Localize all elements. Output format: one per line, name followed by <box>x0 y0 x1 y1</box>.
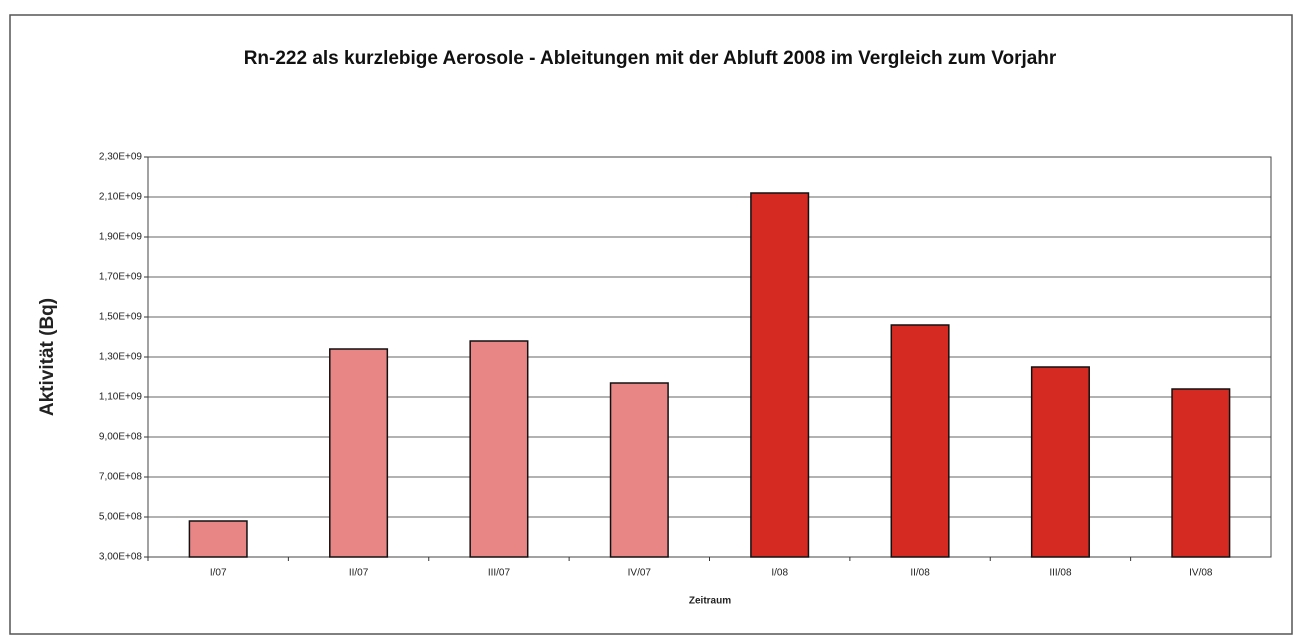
x-tick-label: III/07 <box>488 568 511 579</box>
y-tick-label: 1,10E+09 <box>99 392 143 403</box>
y-tick-label: 1,70E+09 <box>99 272 143 283</box>
x-tick-label: II/07 <box>349 568 369 579</box>
chart-title: Rn-222 als kurzlebige Aerosole - Ableitu… <box>243 48 1057 69</box>
bar <box>609 382 669 558</box>
y-tick-label: 3,00E+08 <box>99 552 143 563</box>
y-tick-label: 2,30E+09 <box>99 152 143 163</box>
bar <box>1030 366 1090 558</box>
y-tick-label: 1,30E+09 <box>99 352 143 363</box>
x-tick-label: IV/07 <box>628 568 652 579</box>
x-tick-label: II/08 <box>910 568 930 579</box>
y-tick-label: 2,10E+09 <box>99 192 143 203</box>
y-tick-label: 5,00E+08 <box>99 512 143 523</box>
bar <box>750 192 810 558</box>
bar <box>329 348 389 558</box>
x-tick-label: III/08 <box>1049 568 1072 579</box>
y-tick-label: 1,50E+09 <box>99 312 143 323</box>
y-axis-label: Aktivität (Bq) <box>37 298 58 416</box>
bar <box>188 520 248 558</box>
x-tick-label: I/07 <box>210 568 227 579</box>
bar <box>890 324 950 558</box>
x-tick-label: IV/08 <box>1189 568 1213 579</box>
x-tick-label: I/08 <box>771 568 788 579</box>
bar <box>1171 388 1231 558</box>
y-tick-label: 9,00E+08 <box>99 432 143 443</box>
y-tick-label: 7,00E+08 <box>99 472 143 483</box>
x-axis-label: Zeitraum <box>689 596 731 607</box>
bar <box>469 340 529 558</box>
y-tick-label: 1,90E+09 <box>99 232 143 243</box>
